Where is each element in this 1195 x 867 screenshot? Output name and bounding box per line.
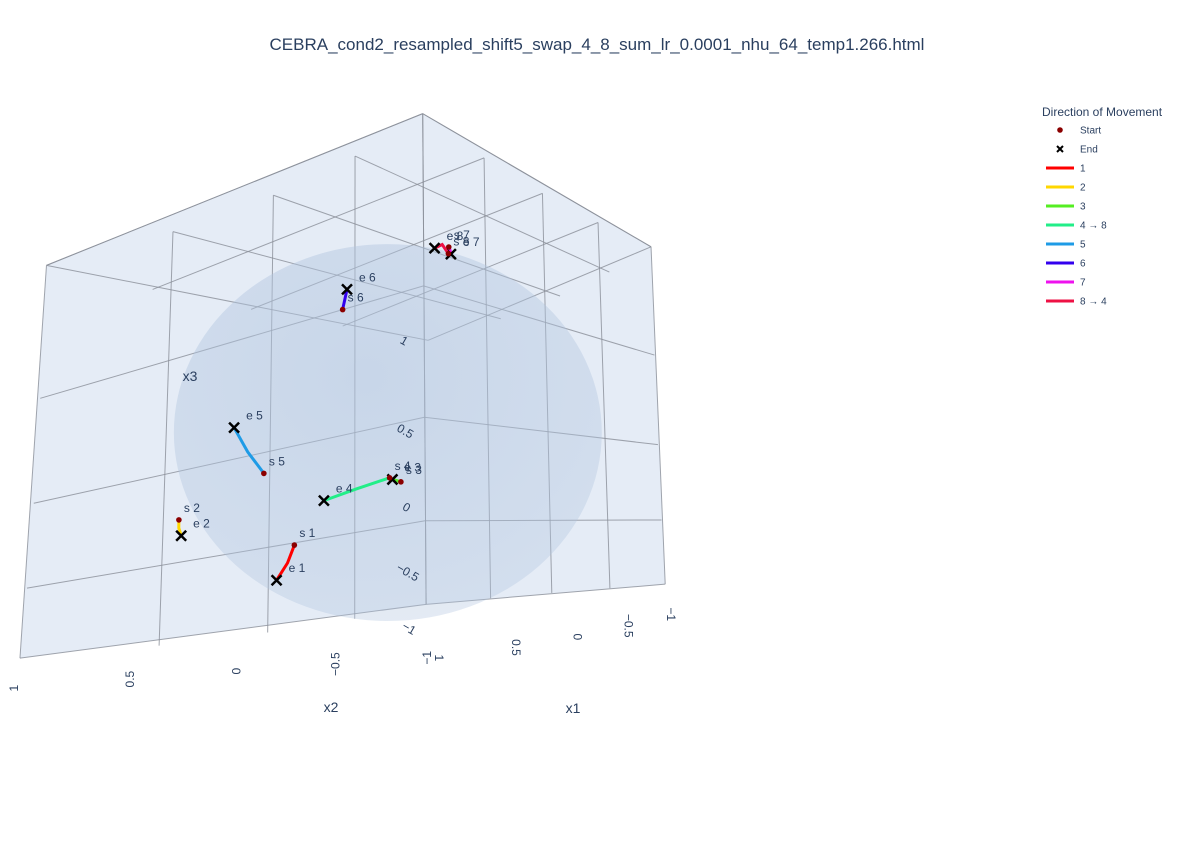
gridline [152, 157, 485, 290]
gridline [597, 222, 611, 589]
legend-item-3[interactable]: 3 [1046, 202, 1086, 213]
start-marker [261, 470, 267, 477]
legend-item-8 → 4[interactable]: 8 → 4 [1046, 297, 1107, 308]
chart-title: CEBRA_cond2_resampled_shift5_swap_4_8_su… [270, 35, 925, 54]
legend-end-swatch [1056, 145, 1064, 153]
movement-traces: s 1e 1s 2e 2s 3e 3s 4e 4s 5e 5s 6e 6s 7e… [175, 228, 480, 587]
x2-tick-label: 1 [7, 684, 21, 691]
end-marker [428, 242, 441, 255]
end-annotation: e 7 [463, 235, 480, 249]
legend-item-Start[interactable]: Start [1057, 126, 1101, 137]
legend-label: End [1080, 145, 1098, 156]
trace-series-4 → 8[interactable]: s 4 e 4 [318, 459, 411, 507]
legend-item-1[interactable]: 1 [1046, 164, 1086, 175]
trace-line [322, 476, 392, 503]
trace-line [232, 426, 266, 475]
end-annotation: e 4 [336, 482, 353, 496]
start-annotation: s 6 [348, 291, 364, 305]
gridline [19, 265, 47, 659]
end-marker [341, 283, 353, 296]
start-annotation: s 3 [406, 463, 422, 477]
start-annotation: s 2 [184, 501, 200, 515]
axis-title-x2: x2 [324, 699, 339, 715]
start-annotation: s 7 [454, 228, 470, 242]
end-marker [270, 574, 283, 587]
legend-label: 7 [1080, 278, 1086, 289]
gridline [273, 194, 561, 297]
x2-tick-label: 0 [230, 668, 244, 675]
legend-item-End[interactable]: End [1056, 145, 1098, 156]
end-annotation: e 6 [359, 270, 376, 284]
end-annotation: e 2 [193, 517, 210, 531]
x1-tick-label: −1 [664, 607, 678, 621]
axis-title-x3: x3 [183, 368, 198, 384]
trace-line [341, 287, 349, 312]
legend-label: 8 → 4 [1080, 297, 1107, 308]
legend[interactable]: Direction of Movement Start End 1 2 3 4 → 8 5 6… [1042, 105, 1163, 308]
trace-series-6[interactable]: s 6 e 6 [339, 270, 376, 313]
start-marker [398, 479, 404, 485]
scene-3d[interactable]: s 1e 1s 2e 2s 3e 3s 4e 4s 5e 5s 6e 6s 7e… [7, 113, 678, 692]
axis-title-x1: x1 [566, 700, 581, 716]
end-annotation: e 5 [246, 409, 263, 423]
legend-label: 2 [1080, 183, 1086, 194]
end-marker [318, 494, 330, 507]
trace-series-1[interactable]: s 1 e 1 [270, 526, 316, 587]
legend-item-6[interactable]: 6 [1046, 259, 1086, 270]
x3-tick-label: −1 [400, 619, 419, 638]
end-marker [228, 421, 240, 434]
start-annotation: s 1 [299, 526, 315, 540]
legend-label: 4 → 8 [1080, 221, 1107, 232]
start-marker [445, 244, 452, 250]
legend-label: 3 [1080, 202, 1086, 213]
gridline [650, 246, 666, 585]
x2-tick-label: −0.5 [328, 652, 342, 676]
legend-title: Direction of Movement [1042, 105, 1163, 119]
legend-label: 1 [1080, 164, 1086, 175]
legend-label: Start [1080, 126, 1101, 137]
gridline [46, 113, 423, 266]
start-annotation: s 4 [395, 459, 411, 473]
legend-item-5[interactable]: 5 [1046, 240, 1086, 251]
legend-label: 6 [1080, 259, 1086, 270]
legend-start-swatch [1057, 127, 1063, 133]
start-annotation: s 8 [453, 235, 469, 249]
trace-series-2[interactable]: s 2e 2 [175, 501, 210, 542]
trace-series-5[interactable]: s 5 e 5 [228, 409, 285, 477]
end-annotation: e 8 [447, 229, 464, 243]
gridline [354, 155, 610, 273]
legend-item-4 → 8[interactable]: 4 → 8 [1046, 221, 1107, 232]
start-marker [445, 250, 452, 257]
start-marker [176, 517, 182, 523]
legend-item-7[interactable]: 7 [1046, 278, 1086, 289]
start-marker [291, 542, 298, 548]
trace-series-3[interactable]: s 3e 3 [386, 460, 422, 486]
end-annotation: e 1 [289, 561, 306, 575]
legend-label: 5 [1080, 240, 1086, 251]
gridline [422, 113, 652, 248]
x2-tick-label: −1 [420, 651, 434, 665]
legend-item-2[interactable]: 2 [1046, 183, 1086, 194]
trace-series-8 → 4[interactable]: s 8e 8 [428, 229, 470, 257]
gridline [158, 231, 174, 646]
start-marker [339, 306, 346, 313]
x1-tick-label: 0.5 [509, 639, 523, 656]
start-annotation: s 5 [269, 454, 285, 468]
x2-tick-label: 0.5 [123, 670, 137, 687]
start-marker [386, 475, 393, 481]
end-annotation: e 3 [404, 460, 421, 474]
x1-tick-label: 1 [432, 654, 446, 661]
x1-tick-label: −0.5 [622, 614, 636, 638]
end-marker [175, 529, 188, 542]
sphere-surface [173, 244, 602, 622]
x1-tick-label: 0 [571, 633, 585, 640]
trace-line [275, 543, 296, 582]
unit-sphere [173, 244, 602, 622]
